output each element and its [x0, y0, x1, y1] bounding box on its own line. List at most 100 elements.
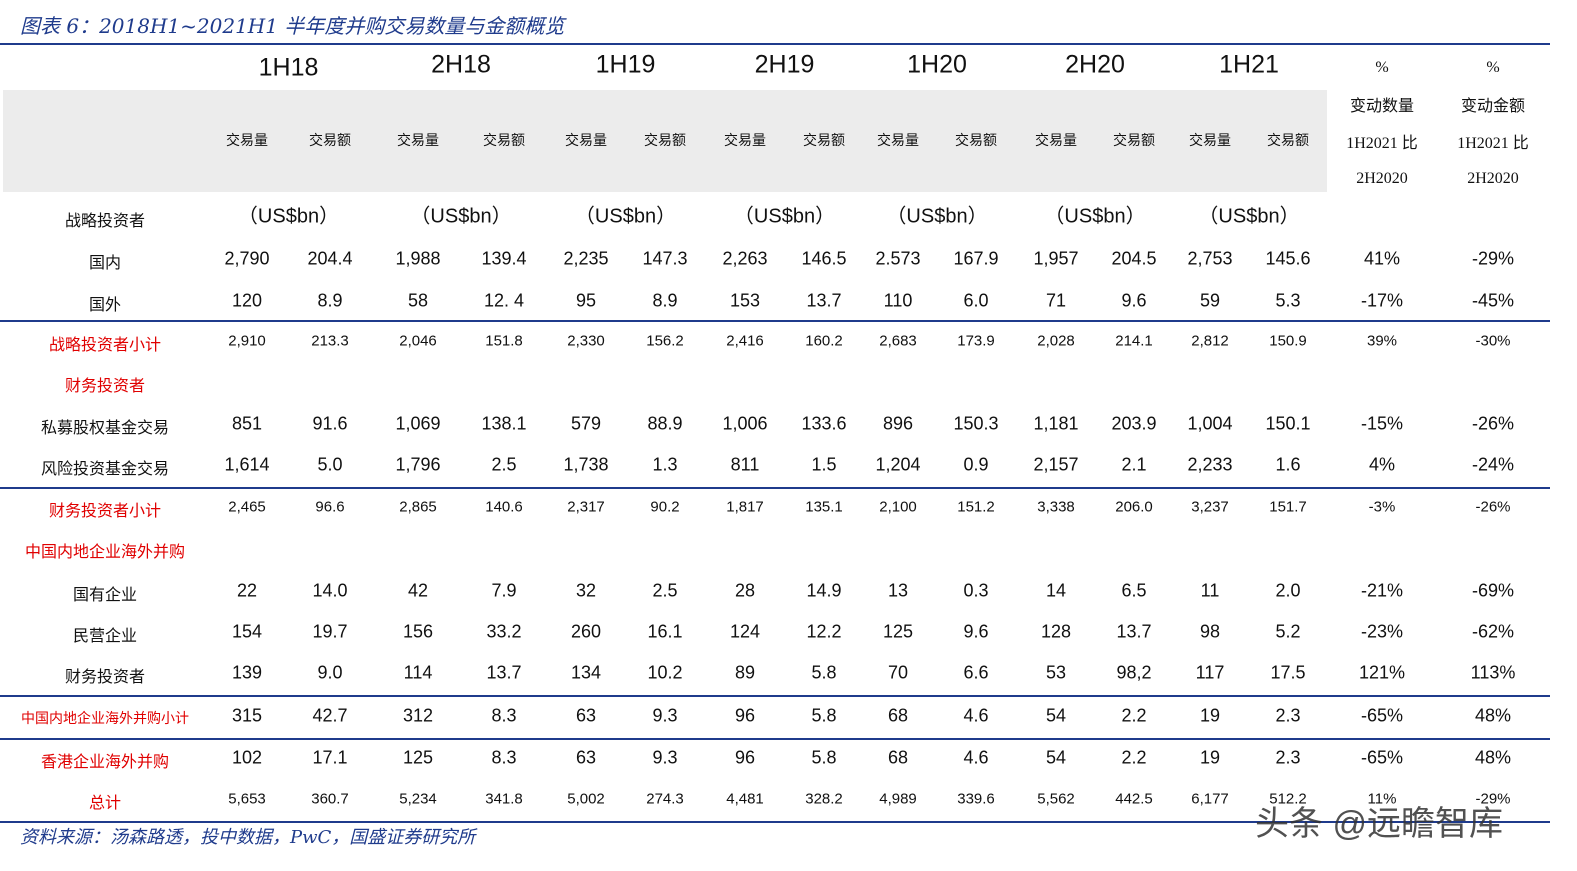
rule — [0, 738, 1550, 740]
sub-header: 交易额 — [644, 133, 686, 149]
cell: 2,683 — [879, 332, 917, 350]
cell: 11% — [1367, 790, 1397, 808]
cell: 139.4 — [481, 248, 527, 269]
cell: 113% — [1470, 662, 1516, 683]
cell: 1,069 — [395, 413, 441, 434]
cell: 128 — [1040, 621, 1072, 642]
cell: 2.573 — [875, 248, 921, 269]
cell: 22 — [236, 580, 258, 601]
cell: -69% — [1471, 580, 1515, 601]
cell: 341.8 — [485, 790, 523, 808]
sub-header: 交易量 — [877, 133, 919, 149]
cell: -29% — [1475, 790, 1511, 808]
row-label: 民营企业 — [72, 626, 138, 645]
cell: 140.6 — [485, 498, 523, 516]
cell: 124 — [729, 621, 761, 642]
header-band — [3, 90, 1327, 192]
row-label: 风险投资基金交易 — [40, 459, 170, 478]
cell: 42 — [407, 580, 429, 601]
cell: 89 — [734, 662, 756, 683]
cell: 13.7 — [486, 662, 522, 683]
cell: 3,338 — [1037, 498, 1075, 516]
sub-header: 交易额 — [1113, 133, 1155, 149]
cell: 13.7 — [1116, 621, 1152, 642]
sub-header: 交易额 — [309, 133, 351, 149]
cell: 328.2 — [805, 790, 843, 808]
period-header: 2H19 — [754, 50, 815, 79]
cell: 135.1 — [805, 498, 843, 516]
cell: -45% — [1471, 290, 1515, 311]
cell: 54 — [1045, 747, 1067, 768]
cell: 63 — [575, 705, 597, 726]
cell: 1,957 — [1033, 248, 1079, 269]
cell: 9.3 — [652, 705, 678, 726]
cell: 6.6 — [963, 662, 989, 683]
cell: 2,865 — [399, 498, 437, 516]
cell: 42.7 — [312, 705, 348, 726]
cell: 896 — [882, 413, 914, 434]
row-label: 国外 — [88, 295, 122, 314]
cell: 204.4 — [307, 248, 353, 269]
change-header: 变动数量 — [1349, 96, 1415, 115]
cell: 114 — [403, 662, 433, 683]
cell: 96.6 — [315, 498, 345, 516]
cell: 160.2 — [805, 332, 843, 350]
cell: 5,653 — [228, 790, 266, 808]
cell: 88.9 — [647, 413, 683, 434]
cell: 2,028 — [1037, 332, 1075, 350]
cell: 54 — [1045, 705, 1067, 726]
cell: 1,204 — [875, 454, 921, 475]
change-header: 2H2020 — [1356, 170, 1408, 187]
cell: 33.2 — [486, 621, 522, 642]
cell: 9.0 — [317, 662, 343, 683]
cell: 2,157 — [1033, 454, 1079, 475]
cell: 1,614 — [224, 454, 270, 475]
cell: -23% — [1360, 621, 1404, 642]
cell: -30% — [1475, 332, 1511, 350]
cell: 5.8 — [811, 747, 837, 768]
title: 图表 6：2018H1~2021H1 半年度并购交易数量与金额概览 — [20, 14, 565, 38]
period-header: 2H20 — [1065, 50, 1125, 79]
watermark: 头条 @远瞻智库 — [1255, 805, 1503, 843]
cell: 203.9 — [1111, 413, 1157, 434]
rule — [0, 43, 1550, 45]
cell: 2,753 — [1187, 248, 1233, 269]
cell: 2,812 — [1191, 332, 1229, 350]
cell: 39% — [1366, 332, 1398, 350]
cell: 5.0 — [317, 454, 343, 475]
cell: 8.9 — [652, 290, 678, 311]
cell: 19 — [1199, 705, 1221, 726]
cell: 851 — [231, 413, 263, 434]
cell: 579 — [570, 413, 602, 434]
row-label: 财务投资者小计 — [48, 501, 162, 520]
cell: 5,002 — [567, 790, 605, 808]
cell: 145.6 — [1265, 248, 1311, 269]
period-header: 2H18 — [431, 50, 491, 79]
cell: 2.3 — [1275, 705, 1301, 726]
cell: -21% — [1360, 580, 1404, 601]
cell: 7.9 — [491, 580, 517, 601]
cell: 98,2 — [1116, 662, 1152, 683]
cell: 5.2 — [1275, 621, 1301, 642]
change-header: % — [1375, 59, 1389, 76]
cell: 150.9 — [1269, 332, 1307, 350]
cell: -29% — [1471, 248, 1515, 269]
cell: 167.9 — [953, 248, 999, 269]
cell: 5,234 — [399, 790, 437, 808]
unit-label: （US$bn） — [1198, 205, 1300, 228]
cell: 58 — [407, 290, 429, 311]
cell: 9.6 — [963, 621, 989, 642]
row-label: 私募股权基金交易 — [40, 418, 170, 437]
row-label: 国内 — [88, 253, 122, 272]
cell: 214.1 — [1115, 332, 1153, 350]
cell: 339.6 — [957, 790, 995, 808]
period-header: 1H21 — [1219, 50, 1279, 79]
cell: 5,562 — [1037, 790, 1075, 808]
sub-header: 交易额 — [483, 133, 525, 149]
cell: 14.9 — [806, 580, 842, 601]
cell: 63 — [575, 747, 597, 768]
cell: 213.3 — [311, 332, 349, 350]
cell: 121% — [1358, 662, 1406, 683]
change-header: 1H2021 比 — [1346, 135, 1418, 152]
cell: 151.8 — [485, 332, 523, 350]
